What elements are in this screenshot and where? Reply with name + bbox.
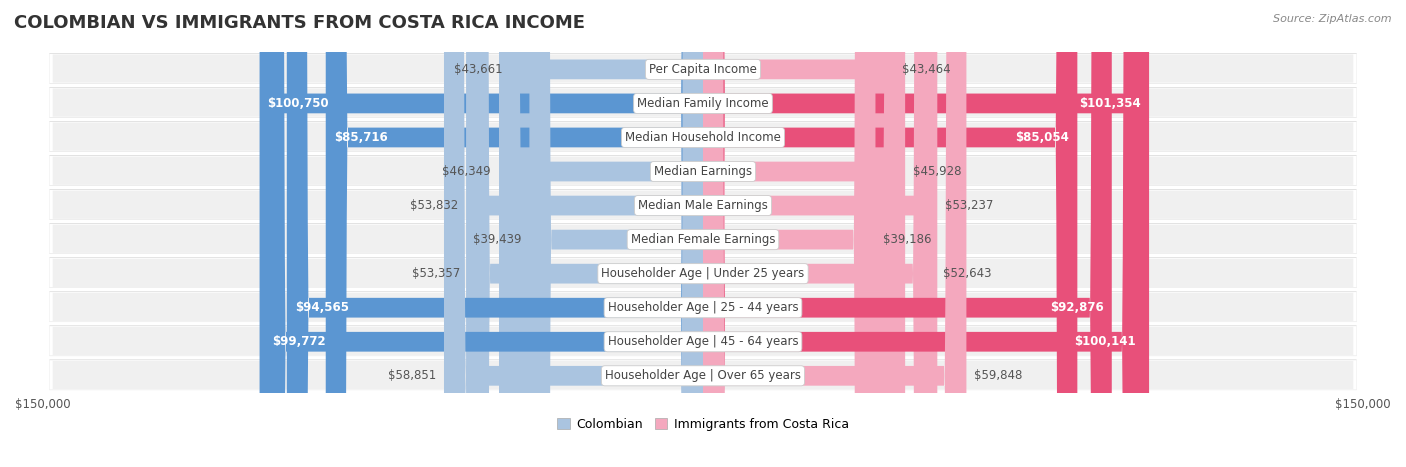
FancyBboxPatch shape <box>52 259 1354 287</box>
Text: Median Earnings: Median Earnings <box>654 165 752 178</box>
FancyBboxPatch shape <box>49 156 1357 185</box>
FancyBboxPatch shape <box>703 0 905 467</box>
FancyBboxPatch shape <box>703 0 1149 467</box>
FancyBboxPatch shape <box>52 122 1354 151</box>
FancyBboxPatch shape <box>260 0 703 467</box>
Text: Median Family Income: Median Family Income <box>637 97 769 110</box>
Text: $85,716: $85,716 <box>333 131 388 144</box>
Text: $43,661: $43,661 <box>454 63 503 76</box>
FancyBboxPatch shape <box>703 0 1143 467</box>
FancyBboxPatch shape <box>465 0 703 467</box>
Text: $43,464: $43,464 <box>903 63 950 76</box>
Text: $52,643: $52,643 <box>942 267 991 280</box>
Text: $100,141: $100,141 <box>1074 335 1136 348</box>
Text: $53,832: $53,832 <box>411 199 458 212</box>
FancyBboxPatch shape <box>49 325 1357 356</box>
FancyBboxPatch shape <box>49 360 1357 390</box>
FancyBboxPatch shape <box>703 0 966 467</box>
FancyBboxPatch shape <box>49 155 1357 186</box>
FancyBboxPatch shape <box>703 0 935 467</box>
FancyBboxPatch shape <box>49 223 1357 254</box>
FancyBboxPatch shape <box>49 360 1357 390</box>
FancyBboxPatch shape <box>49 122 1357 151</box>
Text: Householder Age | 25 - 44 years: Householder Age | 25 - 44 years <box>607 301 799 314</box>
FancyBboxPatch shape <box>49 87 1357 118</box>
Text: $45,928: $45,928 <box>912 165 962 178</box>
Text: $39,186: $39,186 <box>883 233 932 246</box>
Text: Householder Age | Under 25 years: Householder Age | Under 25 years <box>602 267 804 280</box>
Text: $58,851: $58,851 <box>388 369 436 382</box>
Text: COLOMBIAN VS IMMIGRANTS FROM COSTA RICA INCOME: COLOMBIAN VS IMMIGRANTS FROM COSTA RICA … <box>14 14 585 32</box>
FancyBboxPatch shape <box>52 225 1354 253</box>
Text: Per Capita Income: Per Capita Income <box>650 63 756 76</box>
FancyBboxPatch shape <box>49 224 1357 254</box>
Text: Source: ZipAtlas.com: Source: ZipAtlas.com <box>1274 14 1392 24</box>
Text: $39,439: $39,439 <box>472 233 522 246</box>
FancyBboxPatch shape <box>49 258 1357 288</box>
FancyBboxPatch shape <box>52 88 1354 117</box>
FancyBboxPatch shape <box>703 0 894 467</box>
FancyBboxPatch shape <box>52 156 1354 185</box>
Text: $59,848: $59,848 <box>974 369 1022 382</box>
FancyBboxPatch shape <box>49 53 1357 84</box>
Text: Householder Age | Over 65 years: Householder Age | Over 65 years <box>605 369 801 382</box>
Legend: Colombian, Immigrants from Costa Rica: Colombian, Immigrants from Costa Rica <box>557 418 849 431</box>
FancyBboxPatch shape <box>49 121 1357 152</box>
FancyBboxPatch shape <box>510 0 703 467</box>
Text: $100,750: $100,750 <box>267 97 329 110</box>
Text: $85,054: $85,054 <box>1015 131 1070 144</box>
FancyBboxPatch shape <box>49 291 1357 322</box>
FancyBboxPatch shape <box>52 327 1354 355</box>
FancyBboxPatch shape <box>703 0 1077 467</box>
FancyBboxPatch shape <box>326 0 703 467</box>
Text: Householder Age | 45 - 64 years: Householder Age | 45 - 64 years <box>607 335 799 348</box>
FancyBboxPatch shape <box>264 0 703 467</box>
FancyBboxPatch shape <box>499 0 703 467</box>
FancyBboxPatch shape <box>703 0 876 467</box>
FancyBboxPatch shape <box>49 54 1357 83</box>
Text: $99,772: $99,772 <box>271 335 325 348</box>
Text: $53,237: $53,237 <box>945 199 994 212</box>
FancyBboxPatch shape <box>52 191 1354 219</box>
FancyBboxPatch shape <box>49 190 1357 219</box>
FancyBboxPatch shape <box>49 292 1357 322</box>
FancyBboxPatch shape <box>52 293 1354 321</box>
Text: $53,357: $53,357 <box>412 267 460 280</box>
Text: $101,354: $101,354 <box>1080 97 1142 110</box>
FancyBboxPatch shape <box>49 189 1357 220</box>
FancyBboxPatch shape <box>49 257 1357 288</box>
FancyBboxPatch shape <box>49 88 1357 117</box>
FancyBboxPatch shape <box>287 0 703 467</box>
FancyBboxPatch shape <box>444 0 703 467</box>
FancyBboxPatch shape <box>49 326 1357 356</box>
FancyBboxPatch shape <box>703 0 938 467</box>
Text: $92,876: $92,876 <box>1050 301 1104 314</box>
FancyBboxPatch shape <box>530 0 703 467</box>
FancyBboxPatch shape <box>703 0 1112 467</box>
Text: Median Household Income: Median Household Income <box>626 131 780 144</box>
FancyBboxPatch shape <box>52 54 1354 83</box>
Text: Median Male Earnings: Median Male Earnings <box>638 199 768 212</box>
Text: $94,565: $94,565 <box>295 301 349 314</box>
FancyBboxPatch shape <box>468 0 703 467</box>
FancyBboxPatch shape <box>52 361 1354 389</box>
Text: $46,349: $46,349 <box>443 165 491 178</box>
Text: Median Female Earnings: Median Female Earnings <box>631 233 775 246</box>
